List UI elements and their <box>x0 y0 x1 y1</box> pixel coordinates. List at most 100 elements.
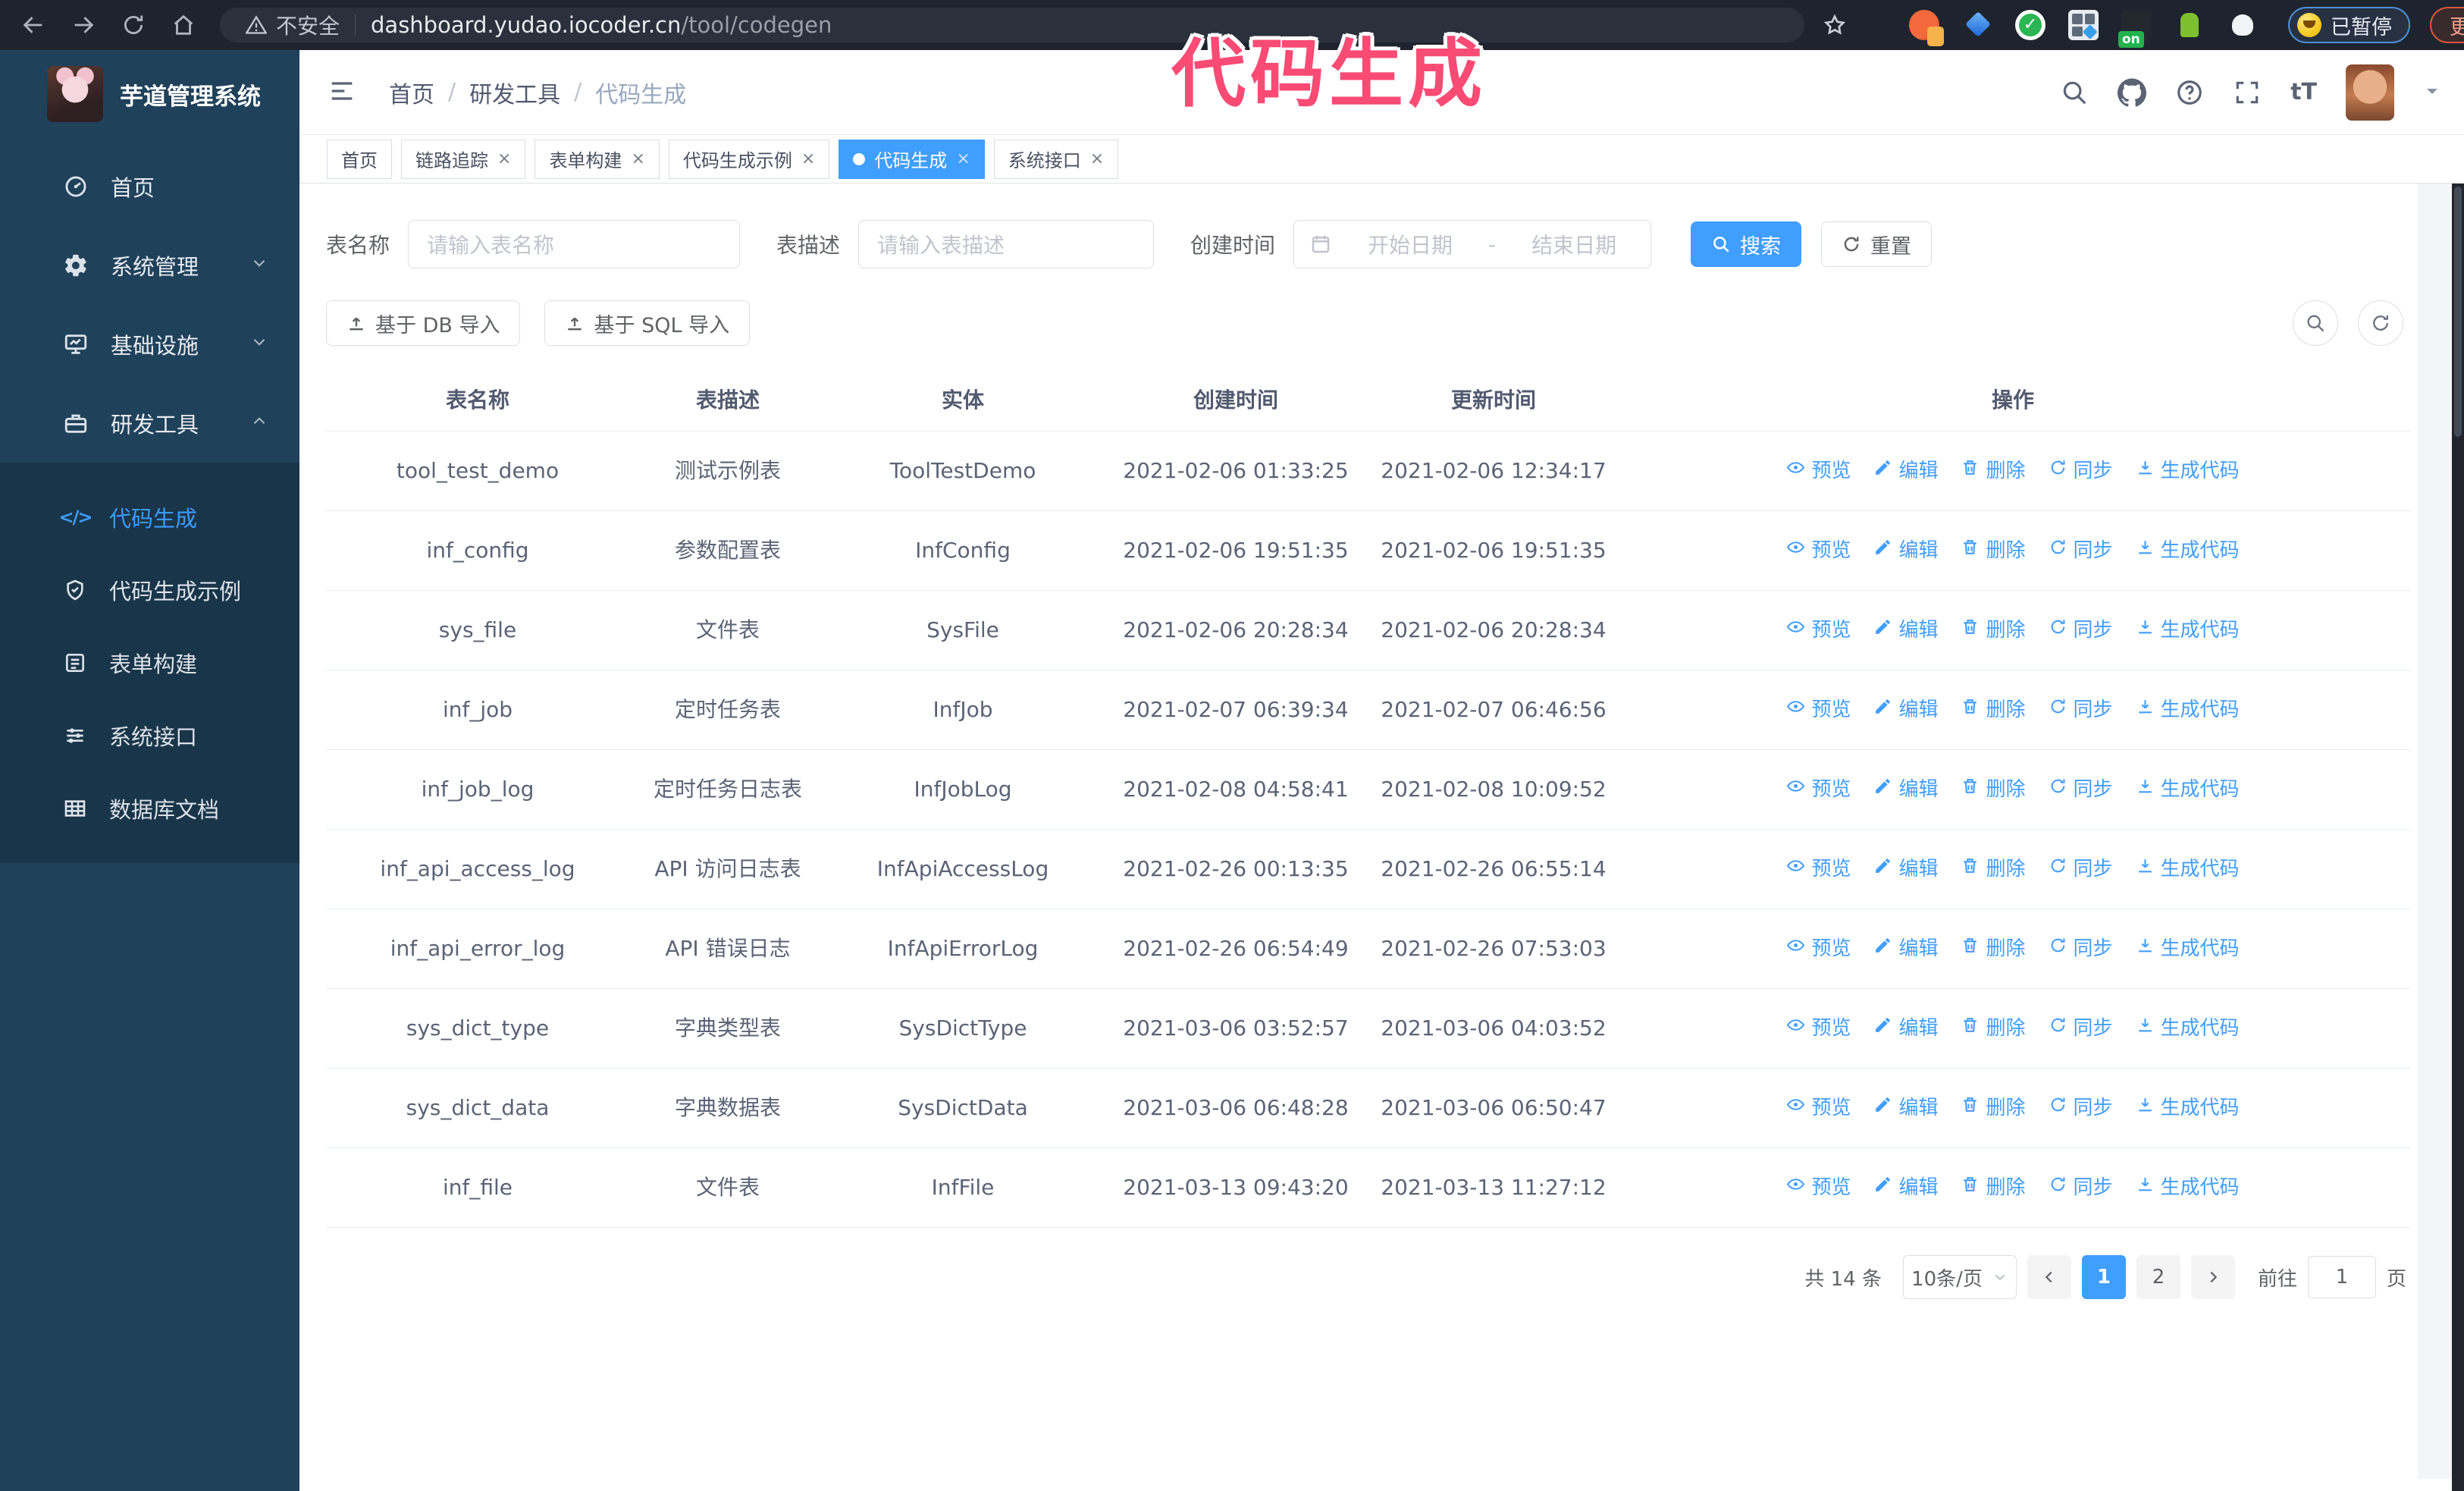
action-sync-link[interactable]: 同步 <box>2049 1172 2113 1203</box>
action-edit-link[interactable]: 编辑 <box>1873 1093 1938 1123</box>
action-sync-link[interactable]: 同步 <box>2049 456 2113 486</box>
sidebar-item[interactable]: 研发工具 <box>0 384 299 463</box>
reset-button[interactable]: 重置 <box>1821 221 1933 267</box>
action-edit-link[interactable]: 编辑 <box>1873 1013 1938 1044</box>
breadcrumb-item[interactable]: 研发工具 <box>469 81 561 108</box>
chevron-down-icon[interactable] <box>2423 82 2441 103</box>
action-sync-link[interactable]: 同步 <box>2049 854 2113 884</box>
sidebar-subitem[interactable]: 系统接口 <box>0 699 299 772</box>
action-edit-link[interactable]: 编辑 <box>1873 615 1938 645</box>
extension-icon-3[interactable]: ✓ <box>2015 10 2045 40</box>
extension-icon-6[interactable] <box>2174 10 2205 40</box>
fullscreen-icon[interactable] <box>2233 78 2262 107</box>
sidebar-item[interactable]: 首页 <box>0 147 299 226</box>
action-delete-link[interactable]: 删除 <box>1961 1172 2026 1203</box>
page-button-2[interactable]: 2 <box>2136 1255 2180 1299</box>
forward-icon[interactable] <box>67 8 100 42</box>
action-edit-link[interactable]: 编辑 <box>1873 934 1938 964</box>
action-delete-link[interactable]: 删除 <box>1961 615 2026 645</box>
action-generate-link[interactable]: 生成代码 <box>2136 774 2240 805</box>
page-scrollbar[interactable] <box>2452 184 2464 1491</box>
page-size-select[interactable]: 10条/页 <box>1902 1255 2017 1299</box>
tab-首页[interactable]: 首页 <box>327 139 392 179</box>
action-sync-link[interactable]: 同步 <box>2049 934 2113 964</box>
action-preview-link[interactable]: 预览 <box>1786 695 1851 725</box>
sidebar-logo[interactable]: 芋道管理系统 <box>0 50 299 138</box>
action-delete-link[interactable]: 删除 <box>1961 1093 2026 1123</box>
extension-icon-7[interactable] <box>2227 10 2258 40</box>
action-edit-link[interactable]: 编辑 <box>1873 1172 1938 1203</box>
hamburger-icon[interactable] <box>327 76 357 109</box>
action-edit-link[interactable]: 编辑 <box>1873 695 1938 725</box>
sidebar-item[interactable]: 系统管理 <box>0 226 299 305</box>
table-desc-input[interactable]: 请输入表描述 <box>858 220 1155 268</box>
sidebar-subitem[interactable]: 数据库文档 <box>0 772 299 845</box>
reload-icon[interactable] <box>117 8 150 42</box>
github-icon[interactable] <box>2118 77 2147 107</box>
extension-icon-1[interactable] <box>1909 10 1944 46</box>
close-icon[interactable]: × <box>801 149 816 168</box>
action-delete-link[interactable]: 删除 <box>1961 934 2026 964</box>
action-generate-link[interactable]: 生成代码 <box>2136 1013 2240 1044</box>
action-preview-link[interactable]: 预览 <box>1786 1013 1851 1044</box>
action-edit-link[interactable]: 编辑 <box>1873 774 1938 805</box>
action-generate-link[interactable]: 生成代码 <box>2136 456 2240 486</box>
sidebar-subitem[interactable]: 表单构建 <box>0 626 299 699</box>
close-icon[interactable]: × <box>956 149 970 168</box>
bookmark-star-icon[interactable] <box>1818 8 1851 42</box>
sidebar-item[interactable]: 基础设施 <box>0 305 299 384</box>
close-icon[interactable]: × <box>1089 149 1105 168</box>
extension-icon-5[interactable] <box>2118 10 2152 48</box>
action-delete-link[interactable]: 删除 <box>1961 456 2026 486</box>
action-preview-link[interactable]: 预览 <box>1786 615 1851 645</box>
date-range-picker[interactable]: 开始日期 - 结束日期 <box>1293 220 1652 268</box>
url-host[interactable]: dashboard.yudao.iocoder.cn <box>371 12 682 38</box>
search-button[interactable]: 搜索 <box>1691 221 1802 267</box>
action-preview-link[interactable]: 预览 <box>1786 774 1851 805</box>
action-generate-link[interactable]: 生成代码 <box>2136 1093 2240 1123</box>
action-sync-link[interactable]: 同步 <box>2049 615 2113 645</box>
search-toggle-icon[interactable] <box>2293 300 2338 346</box>
search-icon[interactable] <box>2060 78 2089 107</box>
extension-icon-2[interactable] <box>1962 10 1992 40</box>
import-db-button[interactable]: 基于 DB 导入 <box>326 300 521 346</box>
not-secure-label[interactable]: 不安全 <box>276 14 340 39</box>
paused-badge[interactable]: 已暂停 <box>2288 7 2410 43</box>
address-bar[interactable]: 不安全 dashboard.yudao.iocoder.cn/tool/code… <box>220 8 1804 42</box>
goto-page-input[interactable]: 1 <box>2307 1256 2376 1298</box>
help-icon[interactable] <box>2175 78 2204 107</box>
action-edit-link[interactable]: 编辑 <box>1873 456 1938 486</box>
action-edit-link[interactable]: 编辑 <box>1873 854 1938 884</box>
action-sync-link[interactable]: 同步 <box>2049 1093 2113 1123</box>
action-generate-link[interactable]: 生成代码 <box>2136 854 2240 884</box>
action-preview-link[interactable]: 预览 <box>1786 535 1851 566</box>
action-sync-link[interactable]: 同步 <box>2049 1013 2113 1044</box>
close-icon[interactable]: × <box>497 149 512 168</box>
action-generate-link[interactable]: 生成代码 <box>2136 1172 2240 1203</box>
refresh-list-icon[interactable] <box>2358 300 2403 346</box>
end-date-placeholder[interactable]: 结束日期 <box>1531 233 1617 258</box>
action-preview-link[interactable]: 预览 <box>1786 456 1851 486</box>
action-generate-link[interactable]: 生成代码 <box>2136 695 2240 725</box>
close-icon[interactable]: × <box>631 149 645 168</box>
action-generate-link[interactable]: 生成代码 <box>2136 615 2240 645</box>
font-size-icon[interactable]: tT <box>2290 79 2317 105</box>
tab-链路追踪[interactable]: 链路追踪 × <box>401 139 526 179</box>
breadcrumb-item[interactable]: 首页 <box>389 81 434 108</box>
user-avatar[interactable] <box>2346 64 2394 121</box>
table-name-input[interactable]: 请输入表名称 <box>408 220 741 268</box>
action-delete-link[interactable]: 删除 <box>1961 854 2026 884</box>
import-sql-button[interactable]: 基于 SQL 导入 <box>544 300 751 346</box>
action-generate-link[interactable]: 生成代码 <box>2136 934 2240 964</box>
action-delete-link[interactable]: 删除 <box>1961 774 2026 805</box>
sidebar-subitem[interactable]: 代码生成示例 <box>0 554 299 626</box>
action-edit-link[interactable]: 编辑 <box>1873 535 1938 566</box>
tab-代码生成示例[interactable]: 代码生成示例 × <box>668 139 830 179</box>
update-button[interactable]: 更新 <box>2430 7 2464 43</box>
action-delete-link[interactable]: 删除 <box>1961 695 2026 725</box>
extension-icon-4[interactable] <box>2068 10 2099 40</box>
page-button-1[interactable]: 1 <box>2081 1255 2126 1299</box>
back-icon[interactable] <box>17 8 50 42</box>
action-preview-link[interactable]: 预览 <box>1786 1172 1851 1203</box>
action-preview-link[interactable]: 预览 <box>1786 854 1851 884</box>
